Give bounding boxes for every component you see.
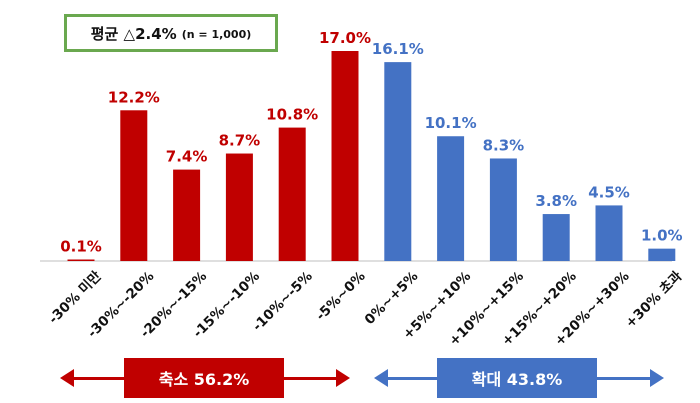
expand-arrow-left-icon [374, 369, 388, 387]
expand-arrow-right-icon [650, 369, 664, 387]
expand-group-label: 확대 43.8% [437, 358, 597, 398]
bar-value-label: 1.0% [641, 227, 683, 245]
bar-value-label: 17.0% [319, 29, 371, 47]
bar-value-label: 3.8% [535, 192, 577, 210]
average-text: 평균 △2.4% [90, 24, 177, 43]
bar [648, 248, 676, 261]
bar [120, 110, 148, 261]
bar-value-label: 8.7% [219, 132, 261, 150]
bar-value-label: 10.1% [425, 114, 477, 132]
bar [173, 169, 201, 261]
bar-value-label: 8.3% [483, 136, 525, 154]
bar [489, 158, 517, 261]
bar-value-label: 10.8% [266, 106, 318, 124]
x-tick-label: -5%~0% [313, 268, 369, 324]
bar-value-label: 16.1% [372, 40, 424, 58]
shrink-arrow-left-icon [60, 369, 74, 387]
shrink-group-label: 축소 56.2% [124, 358, 284, 398]
bar-value-label: 0.1% [60, 238, 102, 256]
bar-value-label: 7.4% [166, 148, 208, 166]
bar [437, 136, 465, 261]
bar [595, 205, 623, 261]
bar [331, 51, 359, 261]
sample-size-text: (n = 1,000) [181, 27, 252, 41]
shrink-arrow-right-icon [336, 369, 350, 387]
x-tick-label: +30% 초과 [622, 268, 685, 331]
bar-value-label: 12.2% [108, 88, 160, 106]
average-box: 평균 △2.4% (n = 1,000) [64, 14, 278, 52]
bar [542, 214, 570, 261]
bar-value-label: 4.5% [588, 183, 630, 201]
bar [67, 259, 95, 261]
bar [278, 127, 306, 262]
bar [384, 62, 412, 261]
bar [225, 153, 253, 261]
